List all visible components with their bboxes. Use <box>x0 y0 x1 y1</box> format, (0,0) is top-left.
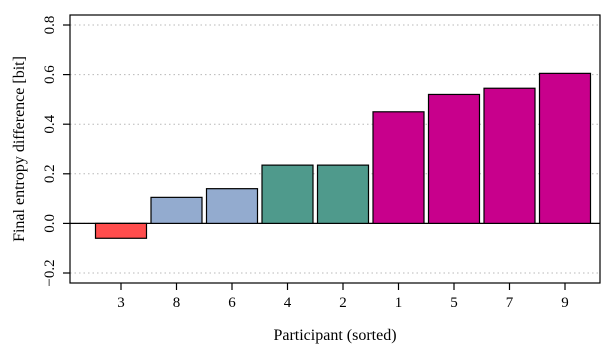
bars <box>94 72 592 239</box>
x-tick-label: 7 <box>506 295 514 311</box>
y-tick-label: 0.0 <box>42 214 58 233</box>
bar-1 <box>372 111 425 225</box>
bar-2 <box>316 164 370 224</box>
x-tick-label: 4 <box>284 295 292 311</box>
bar-6 <box>205 188 259 224</box>
y-tick-label: 0.6 <box>42 65 58 84</box>
bar-8 <box>150 196 203 224</box>
bar-4 <box>261 164 314 224</box>
x-axis-ticks: 3 8 6 4 2 1 5 7 9 <box>117 283 569 311</box>
x-tick-label: 5 <box>450 295 458 311</box>
bar-5 <box>427 93 481 225</box>
x-tick-label: 3 <box>117 295 125 311</box>
x-tick-label: 9 <box>561 295 569 311</box>
y-tick-label: −0.2 <box>42 259 58 286</box>
plot-frame <box>69 14 601 284</box>
x-tick-label: 1 <box>395 295 403 311</box>
x-tick-label: 2 <box>339 295 347 311</box>
bar-3 <box>94 222 148 239</box>
y-tick-label: 0.8 <box>42 16 58 35</box>
y-tick-label: 0.4 <box>42 114 58 133</box>
bar-9 <box>538 72 592 224</box>
x-tick-label: 6 <box>228 295 236 311</box>
y-axis-ticks: −0.2 0.0 0.2 0.4 0.6 0.8 <box>42 16 70 287</box>
y-tick-label: 0.2 <box>42 164 58 183</box>
x-tick-label: 8 <box>173 295 181 311</box>
y-axis-title: Final entropy difference [bit] <box>11 56 28 242</box>
bar-7 <box>483 87 536 225</box>
x-axis-title: Participant (sorted) <box>273 327 396 344</box>
